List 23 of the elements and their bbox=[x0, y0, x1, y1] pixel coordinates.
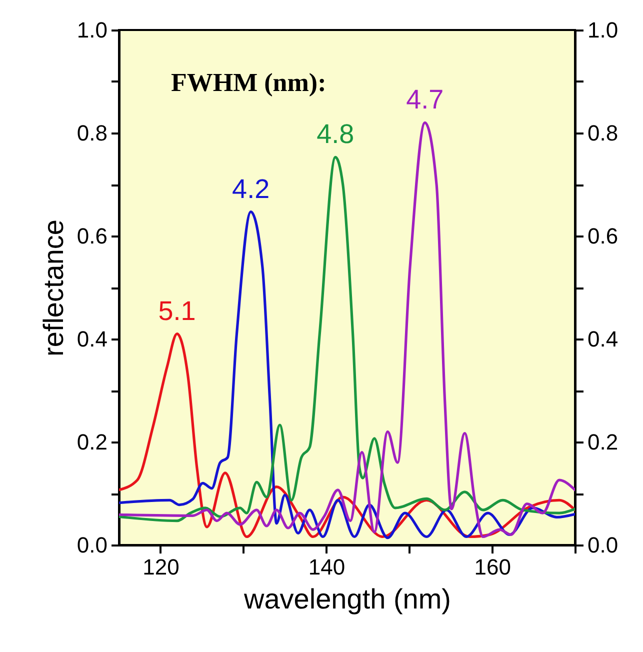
y2-tick-label: 0.6 bbox=[588, 224, 618, 248]
y2-tick-label: 0.8 bbox=[588, 120, 618, 146]
y2-tick-label: 0.0 bbox=[588, 532, 618, 558]
y-tick-label: 1.0 bbox=[76, 18, 108, 42]
y-tick-label: 0.6 bbox=[76, 224, 108, 248]
line-series bbox=[119, 210, 575, 540]
y-axis-title: reflectance bbox=[38, 220, 69, 356]
annotation: 4.8 bbox=[316, 119, 354, 150]
y-tick-label: 0.8 bbox=[76, 120, 108, 146]
annotation: 4.7 bbox=[406, 84, 444, 115]
x-tick-label: 160 bbox=[474, 554, 511, 580]
y2-tick-label: 0.4 bbox=[588, 326, 618, 352]
x-tick-label: 120 bbox=[142, 554, 180, 580]
annotation: 5.1 bbox=[158, 296, 196, 326]
y2-tick-label: 0.2 bbox=[588, 430, 618, 454]
y-tick-label: 0.4 bbox=[76, 326, 108, 352]
y-tick-label: 0.0 bbox=[76, 532, 108, 558]
annotation: 4.2 bbox=[232, 174, 270, 204]
x-axis-title: wavelength (nm) bbox=[243, 584, 451, 614]
y-tick-label: 0.2 bbox=[76, 430, 108, 454]
annotation: FWHM (nm): bbox=[171, 68, 326, 97]
x-tick-label: 140 bbox=[308, 554, 346, 580]
y2-tick-label: 1.0 bbox=[588, 18, 618, 42]
